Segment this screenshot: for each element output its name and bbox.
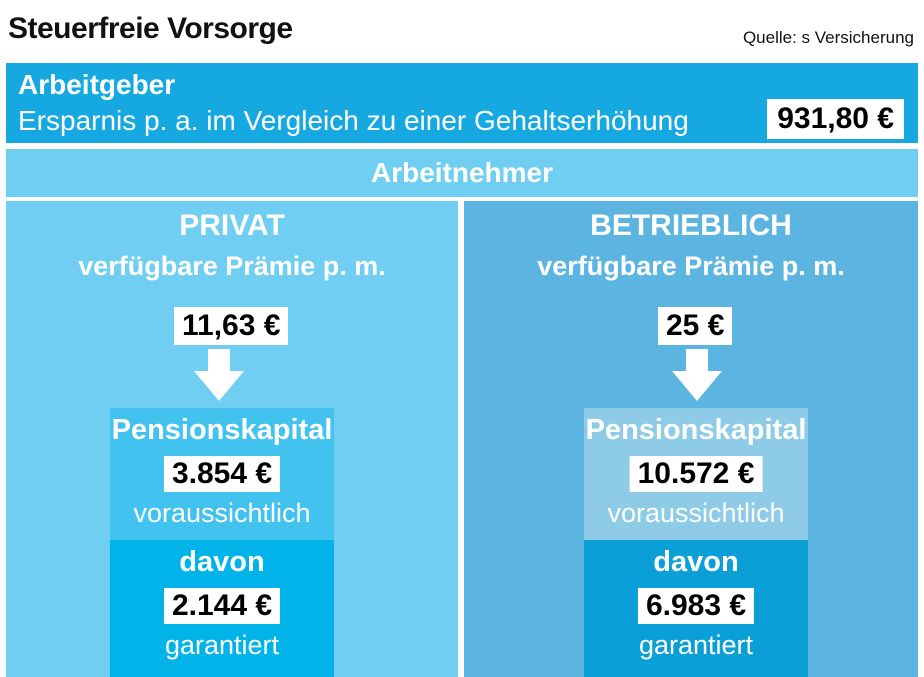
private-guaranteed-value: 2.144 € <box>163 588 281 624</box>
arrow-down-icon <box>672 349 722 401</box>
arrow-down-icon <box>194 349 244 401</box>
company-subtitle: verfügbare Prämie p. m. <box>537 251 845 281</box>
company-capital-value: 10.572 € <box>629 456 763 492</box>
employer-description: Ersparnis p. a. im Vergleich zu einer Ge… <box>18 105 689 136</box>
employer-savings-amount: 931,80 € <box>767 99 904 139</box>
employee-heading: Arbeitnehmer <box>6 149 918 197</box>
company-guaranteed-note: garantiert <box>638 630 754 660</box>
private-column: PRIVAT verfügbare Prämie p. m. 11,63 € P… <box>6 201 458 677</box>
company-guaranteed-box: davon 6.983 € garantiert <box>584 540 808 677</box>
company-guaranteed-value: 6.983 € <box>637 588 755 624</box>
private-capital-box: Pensionskapital 3.854 € voraussichtlich <box>110 408 334 540</box>
company-capital-box: Pensionskapital 10.572 € voraussichtlich <box>584 408 808 540</box>
private-capital-value: 3.854 € <box>163 456 281 492</box>
private-guaranteed-note: garantiert <box>164 630 280 660</box>
private-guaranteed-box: davon 2.144 € garantiert <box>110 540 334 677</box>
employer-panel: Arbeitgeber Ersparnis p. a. im Vergleich… <box>6 63 918 143</box>
private-capital-note: voraussichtlich <box>133 498 311 528</box>
private-premium: 11,63 € <box>174 307 289 345</box>
page-title: Steuerfreie Vorsorge <box>8 12 293 45</box>
private-title: PRIVAT <box>179 209 285 242</box>
private-capital-label: Pensionskapital <box>111 414 333 446</box>
company-premium: 25 € <box>658 307 733 345</box>
company-capital-label: Pensionskapital <box>585 414 807 446</box>
company-column: BETRIEBLICH verfügbare Prämie p. m. 25 €… <box>464 201 918 677</box>
company-capital-note: voraussichtlich <box>607 498 785 528</box>
company-guaranteed-label: davon <box>653 546 739 578</box>
private-subtitle: verfügbare Prämie p. m. <box>78 251 386 281</box>
employer-heading: Arbeitgeber <box>18 69 176 100</box>
company-title: BETRIEBLICH <box>590 209 792 242</box>
private-guaranteed-label: davon <box>179 546 265 578</box>
source-note: Quelle: s Versicherung <box>742 28 914 47</box>
